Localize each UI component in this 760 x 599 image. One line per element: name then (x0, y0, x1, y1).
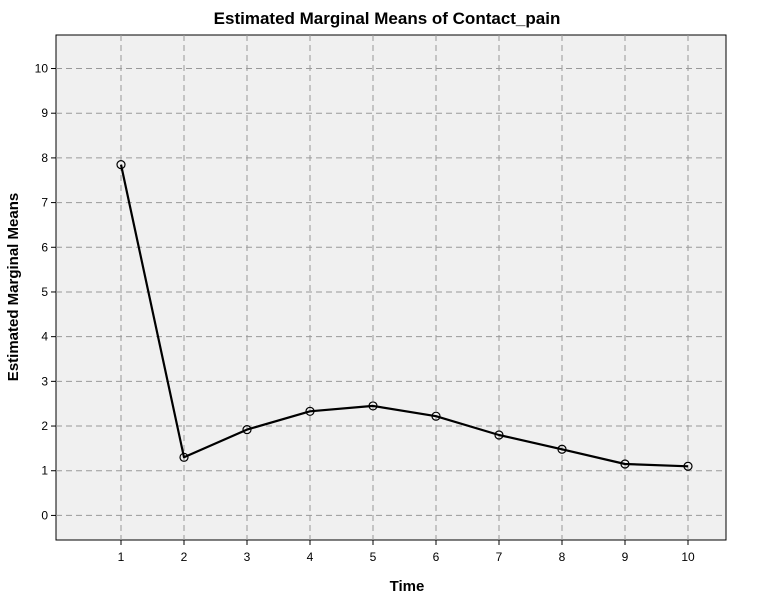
data-point (368, 401, 378, 411)
x-tick-label: 10 (681, 550, 695, 564)
data-point (242, 425, 252, 435)
x-tick-label: 7 (496, 550, 503, 564)
series-line (119, 164, 689, 468)
series (116, 160, 693, 471)
chart-title: Estimated Marginal Means of Contact_pain (214, 9, 561, 28)
y-tick-label: 8 (41, 151, 48, 165)
x-tick-label: 5 (370, 550, 377, 564)
x-tick-label: 6 (433, 550, 440, 564)
x-tick-label: 8 (559, 550, 566, 564)
y-tick-label: 0 (41, 508, 48, 522)
y-tick-label: 5 (41, 285, 48, 299)
y-tick-label: 1 (41, 464, 48, 478)
y-tick-label: 9 (41, 106, 48, 120)
x-tick-label: 9 (622, 550, 629, 564)
data-point (557, 444, 567, 454)
y-axis: 0 1 2 3 4 5 6 7 8 9 10 (35, 62, 56, 522)
y-axis-label: Estimated Marginal Means (5, 193, 22, 381)
y-tick-label: 6 (41, 240, 48, 254)
y-tick-label: 4 (41, 330, 48, 344)
data-point (116, 160, 126, 170)
data-point (620, 459, 630, 469)
x-tick-label: 4 (307, 550, 314, 564)
x-tick-label: 2 (181, 550, 188, 564)
data-point (305, 406, 315, 416)
data-point (494, 430, 504, 440)
y-tick-label: 2 (41, 419, 48, 433)
data-point (683, 461, 693, 471)
x-axis: 1 2 3 4 5 6 7 8 9 10 (118, 540, 695, 564)
y-tick-label: 7 (41, 196, 48, 210)
x-tick-label: 1 (118, 550, 125, 564)
plot-area (55, 34, 727, 541)
data-point (179, 452, 189, 462)
x-axis-label: Time (390, 578, 425, 595)
x-tick-label: 3 (244, 550, 251, 564)
data-point (431, 411, 441, 421)
y-tick-label: 10 (35, 62, 49, 76)
y-tick-label: 3 (41, 374, 48, 388)
